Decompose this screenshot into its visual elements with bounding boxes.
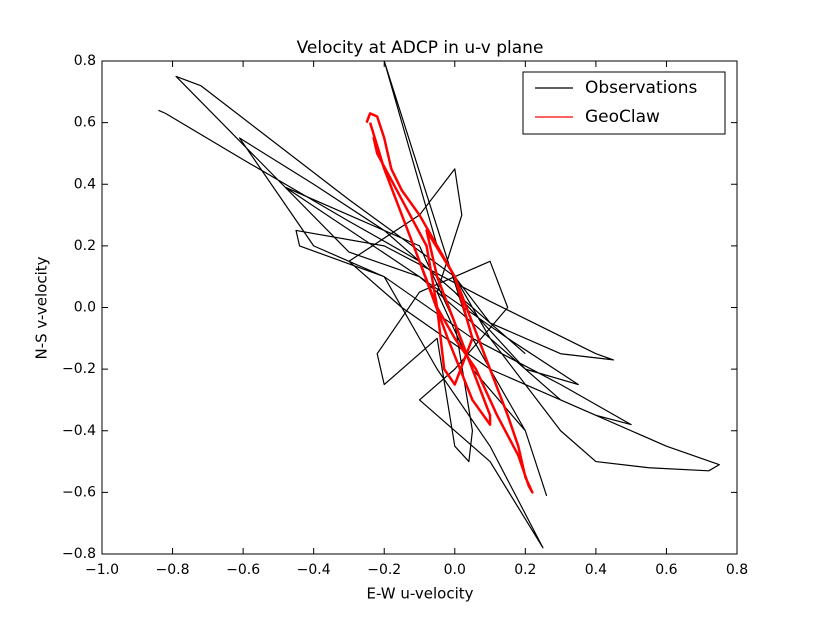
y-tick-label: 0.8 [74,53,96,69]
y-axis-label: N-S v-velocity [33,256,51,359]
x-axis-label: E-W u-velocity [366,585,473,603]
x-tick-label: −0.4 [297,562,331,578]
y-tick-label: −0.2 [62,361,96,377]
x-tick-label: −0.6 [226,562,260,578]
series-line [365,112,534,494]
y-tick-label: −0.6 [62,484,96,500]
legend-box [522,71,726,135]
x-tick-label: 0.2 [514,562,536,578]
chart-title: Velocity at ADCP in u-v plane [297,38,544,58]
x-tick-label: 0.6 [655,562,677,578]
y-tick-label: 0.6 [74,115,96,131]
x-tick-label: −0.2 [367,562,401,578]
legend-label: Observations [585,78,698,98]
x-tick-label: −1.0 [85,562,119,578]
x-tick-label: 0.4 [585,562,607,578]
x-tick-label: 0.0 [444,562,466,578]
y-tick-label: 0.4 [74,176,96,192]
x-tick-label: 0.8 [726,562,748,578]
plot-frame [101,60,738,555]
x-tick-label: −0.8 [156,562,190,578]
y-tick-label: −0.4 [62,423,96,439]
y-tick-label: −0.8 [62,546,96,562]
legend-label: GeoClaw [585,107,660,127]
series-line [158,61,720,549]
y-tick-label: 0.0 [74,300,96,316]
y-tick-label: 0.2 [74,238,96,254]
